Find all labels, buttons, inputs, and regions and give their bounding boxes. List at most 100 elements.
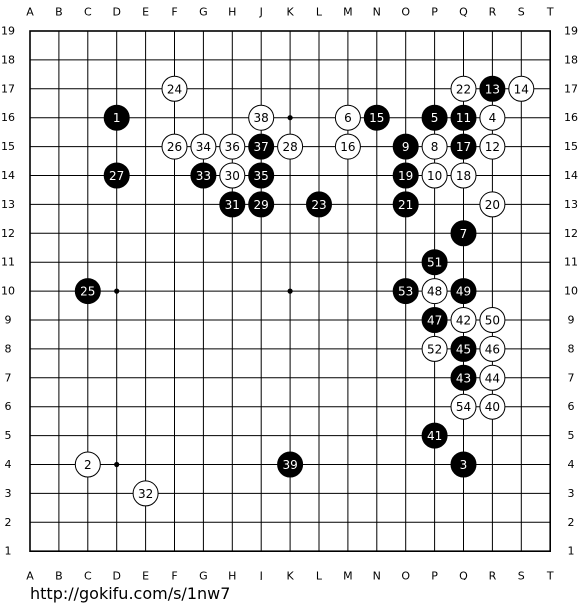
stone-move-number: 28	[282, 140, 297, 154]
stone-disc	[479, 104, 506, 131]
white-stone: 32	[132, 480, 159, 507]
stone-move-number: 47	[427, 314, 442, 328]
stone-disc	[421, 249, 448, 276]
stone-move-number: 51	[427, 256, 442, 270]
column-label: S	[518, 6, 525, 19]
black-stone: 45	[450, 335, 477, 362]
star-point	[287, 288, 293, 294]
black-stone: 33	[190, 162, 217, 189]
row-label: 3	[5, 487, 12, 500]
stone-disc	[450, 307, 477, 333]
column-label: H	[228, 570, 236, 581]
column-label: A	[26, 6, 34, 19]
black-stone: 15	[363, 104, 390, 131]
row-label: 17	[564, 82, 578, 95]
column-label: E	[142, 570, 149, 581]
row-label: 15	[564, 140, 578, 153]
stone-move-number: 21	[398, 198, 413, 212]
stone-move-number: 39	[282, 458, 297, 472]
column-label: M	[343, 6, 353, 19]
stone-disc	[219, 133, 246, 160]
black-stone: 35	[248, 162, 275, 189]
column-label: P	[431, 6, 438, 19]
stone-move-number: 37	[254, 140, 269, 154]
stone-disc	[479, 75, 506, 102]
stone-move-number: 49	[456, 285, 471, 299]
black-stone: 1	[103, 104, 130, 131]
white-stone: 14	[508, 75, 535, 102]
stone-disc	[450, 104, 477, 131]
stone-disc	[421, 162, 448, 189]
black-stone: 47	[421, 307, 448, 333]
stone-disc	[421, 104, 448, 131]
black-stone: 9	[392, 133, 419, 160]
stone-move-number: 54	[456, 400, 471, 414]
row-label: 1	[568, 545, 575, 558]
column-label: R	[489, 6, 497, 19]
stone-disc	[450, 278, 477, 305]
black-stone: 5	[421, 104, 448, 131]
stone-disc	[479, 335, 506, 362]
row-label: 4	[5, 458, 12, 471]
row-labels-right: 19 18 17 16 15 14 13 12 11 10 9 8 7 6 5 4 3 2 1	[564, 25, 578, 558]
column-label: B	[55, 570, 63, 581]
white-stone: 24	[161, 75, 188, 102]
stone-disc	[277, 133, 304, 160]
black-stone: 51	[421, 249, 448, 276]
column-label: D	[112, 6, 120, 19]
black-stone: 11	[450, 104, 477, 131]
white-stone: 54	[450, 393, 477, 420]
stone-disc	[450, 451, 477, 478]
black-stone: 41	[421, 422, 448, 449]
column-label: T	[546, 570, 554, 581]
white-stone: 28	[277, 133, 304, 160]
column-label: J	[259, 6, 263, 19]
white-stone: 4	[479, 104, 506, 131]
source-link[interactable]: http://gokifu.com/s/1nw7	[30, 584, 231, 603]
row-label: 12	[1, 227, 15, 240]
column-label: G	[199, 570, 208, 581]
white-stone: 34	[190, 133, 217, 160]
stone-disc	[479, 307, 506, 333]
stone-move-number: 50	[485, 314, 500, 328]
white-stone: 26	[161, 133, 188, 160]
white-stone: 18	[450, 162, 477, 189]
row-label: 14	[1, 169, 15, 182]
stone-move-number: 16	[340, 140, 355, 154]
stone-move-number: 30	[225, 169, 240, 183]
row-label: 9	[568, 314, 575, 327]
row-label: 12	[564, 227, 578, 240]
white-stone: 2	[74, 451, 101, 478]
stone-disc	[190, 133, 217, 160]
stone-move-number: 48	[427, 285, 442, 299]
stone-disc	[421, 422, 448, 449]
stone-move-number: 24	[167, 82, 182, 96]
stone-move-number: 43	[456, 371, 471, 385]
stone-disc	[334, 133, 361, 160]
column-label: K	[286, 570, 294, 581]
stone-disc	[248, 191, 275, 218]
row-label: 19	[1, 25, 15, 38]
stone-disc	[248, 162, 275, 189]
star-point	[114, 461, 120, 468]
row-label: 13	[564, 198, 578, 211]
stone-disc	[334, 104, 361, 131]
stone-move-number: 46	[485, 342, 500, 356]
stone-disc	[450, 335, 477, 362]
black-stone: 29	[248, 191, 275, 218]
stone-move-number: 6	[344, 111, 352, 125]
row-label: 2	[5, 516, 12, 529]
column-label: N	[373, 6, 381, 19]
stone-disc	[306, 191, 332, 218]
white-stone: 38	[248, 104, 275, 131]
row-label: 4	[568, 458, 575, 471]
black-stone: 23	[306, 191, 332, 218]
column-label: D	[112, 570, 120, 581]
row-label: 11	[564, 256, 578, 269]
white-stone: 6	[334, 104, 361, 131]
column-label: N	[373, 570, 381, 581]
column-label: M	[343, 570, 353, 581]
